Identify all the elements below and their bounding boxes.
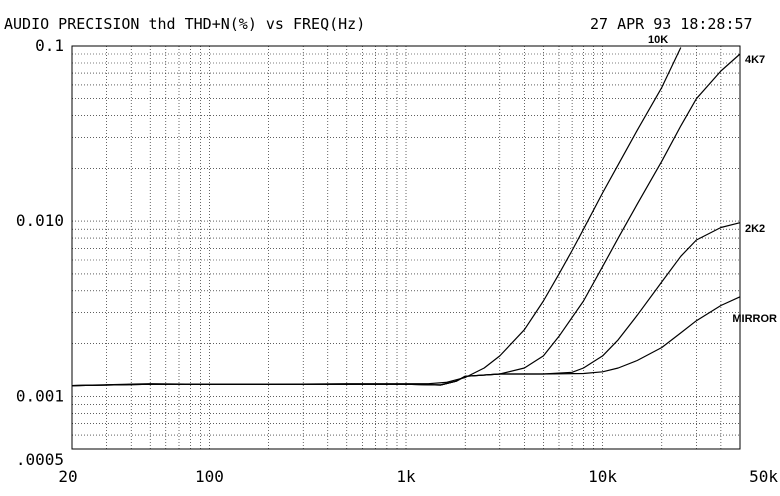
y-tick-label: .0005 — [16, 450, 64, 469]
y-tick-label: 0.1 — [35, 36, 64, 55]
timestamp: 27 APR 93 18:28:57 — [590, 15, 753, 33]
series-label-4k7: 4K7 — [745, 54, 765, 66]
x-tick-label: 50k — [749, 467, 778, 486]
y-tick-label: 0.010 — [16, 211, 64, 230]
series-line-mirror — [71, 296, 741, 387]
series-label-10k: 10K — [648, 34, 668, 46]
x-tick-label: 100 — [195, 467, 224, 486]
x-tick-label: 20 — [58, 467, 77, 486]
chart-title: AUDIO PRECISION thd THD+N(%) vs FREQ(Hz) — [4, 15, 365, 33]
series-layer — [71, 47, 741, 387]
x-tick-label: 1k — [396, 467, 416, 486]
series-label-mirror: MIRROR — [732, 313, 777, 325]
series-line-10k — [71, 47, 682, 387]
y-tick-label: 0.001 — [16, 386, 64, 405]
grid — [72, 46, 740, 449]
plot-frame — [71, 45, 741, 450]
x-tick-label: 10k — [588, 467, 617, 486]
series-label-2k2: 2K2 — [745, 223, 765, 235]
